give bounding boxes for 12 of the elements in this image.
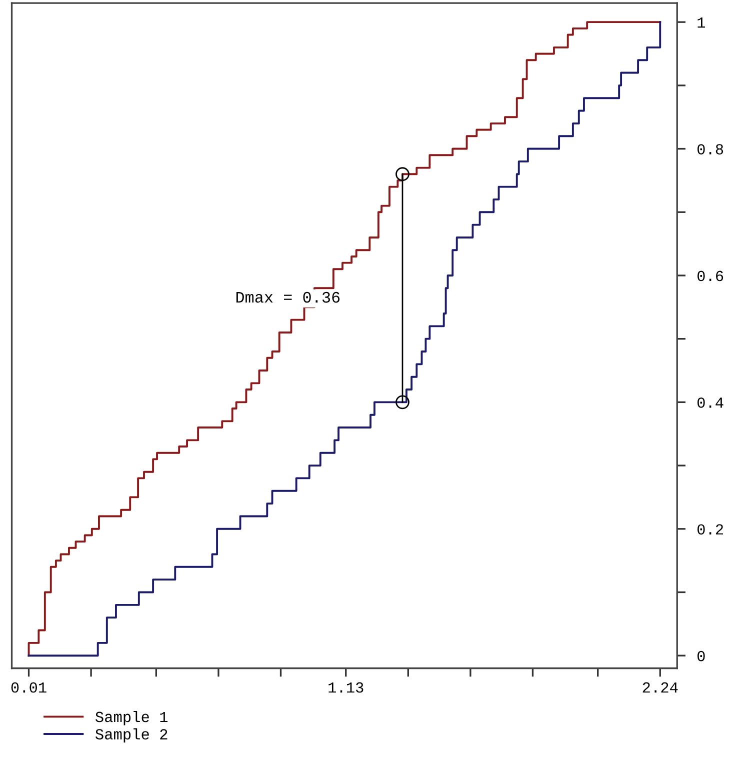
x-tick-label: 0.01 [11,682,46,693]
y-tick-label: 1 [698,18,705,28]
y-tick-label: 0.6 [697,270,724,282]
legend-label: Sample 1 [96,710,168,726]
x-tick-label: 2.24 [642,682,678,693]
y-tick-label: 0.4 [697,398,724,408]
y-tick-label: 0 [697,650,705,662]
annotation: Dmax = 0.36 [236,292,340,303]
y-tick-label: 0.2 [697,524,723,535]
x-tick-label: 1.13 [328,682,364,693]
legend-label: Sample 2 [96,728,168,742]
y-tick-label: 0.8 [697,144,724,154]
